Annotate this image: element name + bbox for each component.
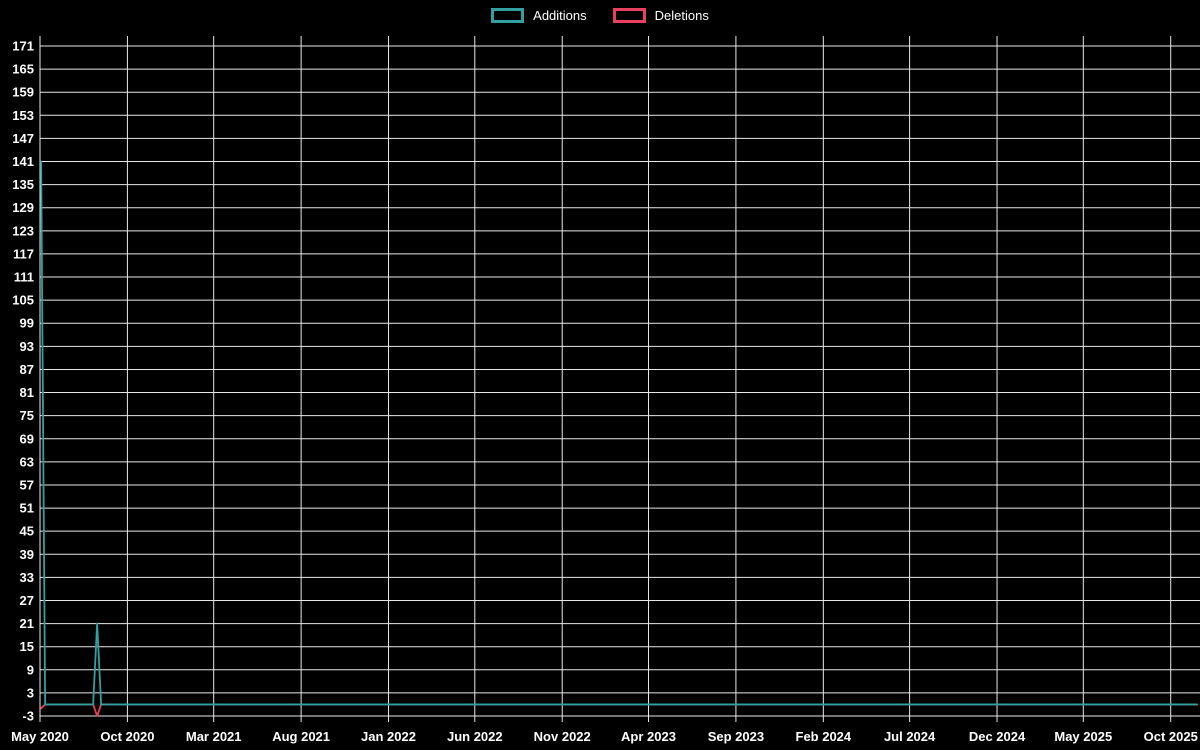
additions-line bbox=[40, 160, 1198, 706]
y-tick-label: 171 bbox=[12, 39, 34, 54]
legend-label-deletions: Deletions bbox=[654, 8, 709, 23]
y-tick-label: 57 bbox=[20, 477, 34, 492]
x-tick-label: Sep 2023 bbox=[708, 729, 764, 744]
y-tick-label: 147 bbox=[12, 131, 34, 146]
y-tick-label: 81 bbox=[20, 385, 34, 400]
x-tick-label: Mar 2021 bbox=[186, 729, 242, 744]
y-tick-label: 135 bbox=[12, 177, 34, 192]
deletions-swatch-icon bbox=[612, 8, 646, 23]
y-tick-label: 9 bbox=[27, 662, 34, 677]
legend-item-deletions[interactable]: Deletions bbox=[612, 8, 709, 23]
y-tick-label: 39 bbox=[20, 547, 34, 562]
y-tick-label: 51 bbox=[20, 501, 34, 516]
y-tick-label: 87 bbox=[20, 362, 34, 377]
y-tick-label: 45 bbox=[20, 524, 34, 539]
x-tick-label: Jul 2024 bbox=[884, 729, 936, 744]
x-tick-label: Apr 2023 bbox=[621, 729, 676, 744]
x-tick-label: Aug 2021 bbox=[272, 729, 330, 744]
y-tick-label: 165 bbox=[12, 62, 34, 77]
y-tick-label: 111 bbox=[14, 270, 34, 285]
legend-label-additions: Additions bbox=[533, 8, 587, 23]
y-tick-label: 3 bbox=[27, 685, 34, 700]
y-tick-label: 105 bbox=[12, 293, 34, 308]
y-tick-label: 93 bbox=[20, 339, 34, 354]
y-tick-label: 123 bbox=[12, 223, 34, 238]
x-tick-label: Oct 2025 bbox=[1144, 729, 1198, 744]
y-tick-label: 15 bbox=[20, 639, 34, 654]
chart-legend: Additions Deletions bbox=[0, 8, 1200, 23]
y-tick-label: 27 bbox=[20, 593, 34, 608]
x-tick-label: May 2020 bbox=[11, 729, 69, 744]
y-tick-label: 21 bbox=[20, 616, 34, 631]
x-tick-label: Jan 2022 bbox=[361, 729, 416, 744]
y-tick-label: 99 bbox=[20, 316, 34, 331]
y-tick-label: 159 bbox=[12, 85, 34, 100]
legend-item-additions[interactable]: Additions bbox=[491, 8, 587, 23]
y-tick-label: 69 bbox=[20, 431, 34, 446]
x-tick-label: May 2025 bbox=[1054, 729, 1112, 744]
y-tick-label: 129 bbox=[12, 200, 34, 215]
x-tick-label: Feb 2024 bbox=[796, 729, 852, 744]
x-tick-label: Nov 2022 bbox=[534, 729, 591, 744]
y-tick-label: 63 bbox=[20, 454, 34, 469]
y-tick-label: 117 bbox=[13, 246, 34, 261]
y-tick-label: 153 bbox=[12, 108, 34, 123]
x-tick-label: Jun 2022 bbox=[447, 729, 503, 744]
y-tick-label: -3 bbox=[22, 709, 34, 724]
y-tick-label: 75 bbox=[20, 408, 34, 423]
deletions-line bbox=[40, 703, 1198, 717]
x-tick-label: Oct 2020 bbox=[100, 729, 154, 744]
x-tick-label: Dec 2024 bbox=[969, 729, 1026, 744]
y-tick-label: 33 bbox=[20, 570, 34, 585]
y-tick-label: 141 bbox=[12, 154, 34, 169]
additions-swatch-icon bbox=[491, 8, 525, 23]
